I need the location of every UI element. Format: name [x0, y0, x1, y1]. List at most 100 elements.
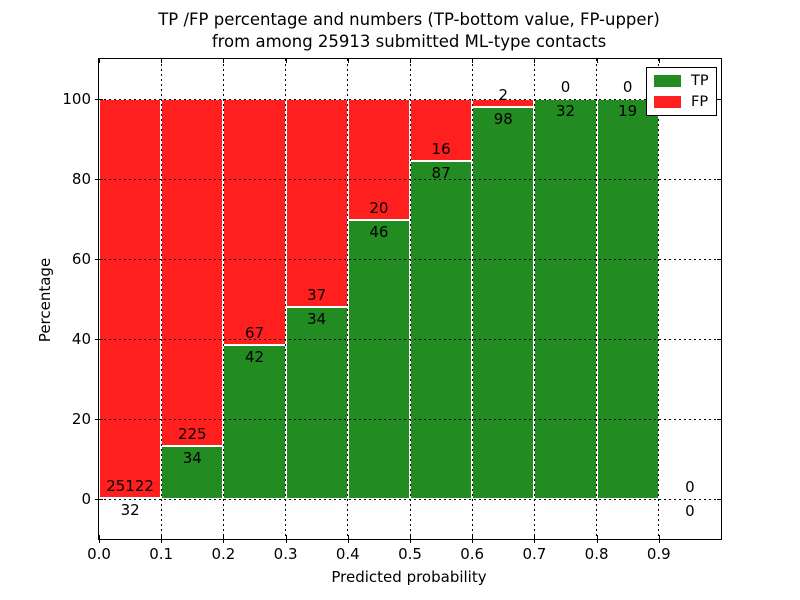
- tp-count-label: 46: [369, 223, 389, 242]
- fp-count-label: 25122: [106, 477, 154, 496]
- legend-swatch-fp-icon: [654, 95, 681, 108]
- fp-count-label: 0: [560, 78, 571, 96]
- y-tick-left: [95, 179, 103, 180]
- x-tick-top: [99, 59, 100, 63]
- bar-segment-fp: [285, 99, 348, 308]
- x-tick-bottom: [658, 535, 660, 543]
- y-tick-right: [717, 179, 721, 180]
- legend-swatch-tp-icon: [654, 75, 681, 88]
- fp-count-label: 37: [307, 286, 327, 305]
- y-tick-right: [717, 99, 721, 100]
- x-tick-bottom: [223, 535, 225, 543]
- bar-segment-fp: [347, 99, 410, 221]
- y-tick-left: [95, 499, 103, 500]
- tp-count-label: 32: [555, 102, 576, 120]
- bar-segment-tp: [410, 161, 473, 499]
- bar-segment-tp: [534, 99, 597, 499]
- x-tick-bottom: [99, 535, 100, 543]
- chart-title-line2: from among 25913 submitted ML-type conta…: [211, 32, 607, 51]
- x-tick-top: [596, 59, 598, 63]
- x-gridline: [347, 59, 349, 539]
- chart-title: TP /FP percentage and numbers (TP-bottom…: [98, 9, 720, 53]
- x-tick-bottom: [285, 535, 287, 543]
- bar-segment-fp: [223, 99, 286, 345]
- x-tick-bottom: [410, 535, 411, 543]
- y-tick-left: [95, 419, 103, 420]
- legend-row-fp: FP: [647, 93, 716, 110]
- bar-segment-fp: [161, 99, 224, 447]
- fp-count-label: 67: [244, 323, 265, 342]
- legend-row-tp: TP: [647, 73, 716, 90]
- y-tick-right: [717, 259, 721, 260]
- legend-label-fp: FP: [691, 93, 709, 110]
- x-gridline: [222, 59, 224, 539]
- bar-segment-tp: [285, 307, 348, 499]
- legend: TP FP: [646, 67, 717, 116]
- tp-count-label: 34: [182, 449, 202, 468]
- x-gridline: [596, 59, 598, 539]
- chart-title-line1: TP /FP percentage and numbers (TP-bottom…: [158, 10, 660, 29]
- x-tick-bottom: [596, 535, 598, 543]
- y-tick-label: 60: [71, 250, 91, 268]
- x-tick-bottom: [534, 535, 536, 543]
- x-tick-label: 0.4: [335, 545, 360, 563]
- x-tick-label: 0.0: [87, 545, 111, 563]
- x-tick-label: 0.7: [522, 545, 547, 563]
- bar-segment-tp: [223, 344, 286, 499]
- x-tick-top: [472, 59, 474, 63]
- x-tick-top: [347, 59, 349, 63]
- tp-count-label: 0: [685, 502, 695, 520]
- fp-count-label: 0: [622, 78, 633, 96]
- y-tick-right: [717, 339, 721, 340]
- tp-count-label: 34: [307, 310, 327, 329]
- fp-count-label: 0: [685, 478, 695, 496]
- x-tick-bottom: [472, 535, 474, 543]
- x-tick-top: [410, 59, 411, 63]
- x-gridline: [160, 59, 162, 539]
- y-tick-label: 20: [71, 410, 91, 428]
- x-tick-top: [223, 59, 225, 63]
- y-tick-label: 80: [71, 170, 91, 188]
- x-tick-top: [285, 59, 287, 63]
- tp-count-label: 42: [244, 347, 265, 366]
- y-tick-right: [717, 419, 721, 420]
- bar-segment-tp: [347, 220, 410, 499]
- x-tick-bottom: [161, 535, 163, 543]
- tp-count-label: 32: [120, 501, 140, 520]
- x-tick-label: 0.3: [273, 545, 298, 563]
- x-axis-label: Predicted probability: [331, 568, 487, 586]
- bar-segment-fp: [410, 99, 473, 162]
- fp-count-label: 16: [431, 140, 451, 159]
- legend-label-tp: TP: [691, 73, 709, 90]
- bar-segment-tp: [472, 107, 535, 499]
- x-tick-label: 0.1: [149, 545, 174, 563]
- tp-count-label: 87: [431, 164, 451, 183]
- x-gridline: [409, 59, 411, 539]
- y-tick-left: [95, 339, 103, 340]
- bar-segment-fp: [472, 99, 535, 107]
- x-tick-label: 0.9: [646, 545, 671, 563]
- fp-count-label: 225: [177, 425, 207, 444]
- x-tick-top: [534, 59, 536, 63]
- bar-segment-tp: [161, 446, 224, 499]
- y-tick-left: [95, 99, 103, 100]
- x-tick-label: 0.8: [584, 545, 609, 563]
- x-gridline: [471, 59, 473, 539]
- y-tick-left: [95, 259, 103, 260]
- plot-area: 25122 32 225 34 67 42 37 34 20 46 16 87 2 98 0 32 0 19 0 0 0…: [62, 58, 722, 563]
- x-gridline: [533, 59, 535, 539]
- fp-count-label: 20: [369, 199, 389, 218]
- x-tick-label: 0.2: [211, 545, 236, 563]
- x-gridline: [658, 59, 660, 539]
- tp-count-label: 98: [493, 110, 513, 128]
- x-tick-label: 0.6: [460, 545, 485, 563]
- y-tick-label: 100: [62, 90, 91, 108]
- x-tick-top: [161, 59, 163, 63]
- y-tick-label: 0: [81, 490, 91, 508]
- bar-segment-fp: [99, 99, 162, 499]
- x-tick-bottom: [347, 535, 349, 543]
- y-tick-label: 40: [71, 330, 91, 348]
- x-gridline: [285, 59, 287, 539]
- bar-segment-tp: [596, 99, 659, 499]
